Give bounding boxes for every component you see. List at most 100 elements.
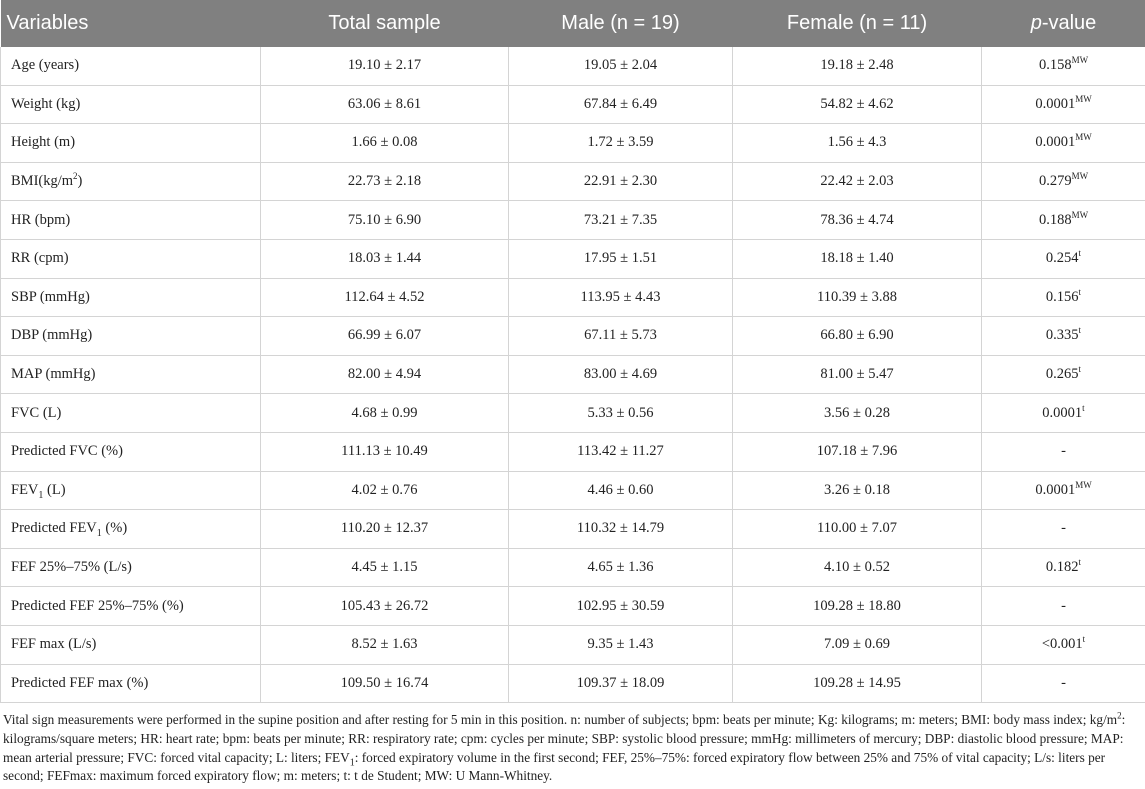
cell-total: 109.50 ± 16.74 bbox=[260, 664, 509, 704]
cell-male: 67.11 ± 5.73 bbox=[508, 316, 733, 356]
table-footnote: Vital sign measurements were performed i… bbox=[0, 703, 1145, 786]
cell-p-value: - bbox=[981, 509, 1145, 549]
row-label-text: FEF max (L/s) bbox=[11, 636, 97, 653]
header-p-value: p-value bbox=[981, 0, 1145, 47]
header-variables: Variables bbox=[0, 0, 261, 47]
table-row: Weight (kg) 63.06 ± 8.61 67.84 ± 6.49 54.82… bbox=[0, 85, 1145, 125]
table-row: Predicted FVC (%) 111.13 ± 10.49 113.42 ± … bbox=[0, 432, 1145, 472]
cell-male: 73.21 ± 7.35 bbox=[508, 200, 733, 240]
row-label-text: HR (bpm) bbox=[11, 211, 71, 228]
p-value-test-sup: MW bbox=[1075, 94, 1092, 105]
cell-male: 17.95 ± 1.51 bbox=[508, 239, 733, 279]
p-value-text: 0.188 bbox=[1038, 211, 1072, 228]
row-label: FVC (L) bbox=[0, 393, 261, 433]
cell-total: 4.68 ± 0.99 bbox=[260, 393, 509, 433]
cell-total: 75.10 ± 6.90 bbox=[260, 200, 509, 240]
p-value-test-sup: MW bbox=[1071, 209, 1089, 220]
cell-female: 4.10 ± 0.52 bbox=[732, 548, 982, 588]
p-value-test-sup: t bbox=[1078, 325, 1082, 336]
footnote-part1: Vital sign measurements were performed i… bbox=[3, 712, 1118, 728]
header-p-suffix: -value bbox=[1041, 12, 1097, 34]
cell-p-value: 0.156t bbox=[981, 278, 1145, 318]
table-row: Predicted FEV1 (%) 110.20 ± 12.37 110.32 ±… bbox=[0, 509, 1145, 549]
table-row: FEF 25%–75% (L/s) 4.45 ± 1.15 4.65 ± 1.36 4… bbox=[0, 548, 1145, 588]
cell-p-value: - bbox=[981, 664, 1145, 704]
cell-total: 110.20 ± 12.37 bbox=[260, 509, 509, 549]
row-label-text: MAP (mmHg) bbox=[11, 366, 96, 383]
row-label-end: (%) bbox=[101, 520, 128, 537]
table-row: Predicted FEF max (%) 109.50 ± 16.74 109.3… bbox=[0, 664, 1145, 704]
p-value-text: - bbox=[1061, 674, 1066, 691]
cell-male: 19.05 ± 2.04 bbox=[508, 47, 733, 86]
row-label-sub: 1 bbox=[38, 489, 44, 501]
p-value-text: 0.0001 bbox=[1035, 134, 1076, 151]
p-value-text: 0.0001 bbox=[1035, 481, 1076, 498]
row-label-text: Weight (kg) bbox=[11, 95, 81, 112]
row-label-text: RR (cpm) bbox=[11, 250, 69, 267]
table-row: FEF max (L/s) 8.52 ± 1.63 9.35 ± 1.43 7.09 … bbox=[0, 625, 1145, 665]
row-label: FEV1 (L) bbox=[0, 471, 261, 511]
p-value-test-sup: t bbox=[1078, 364, 1082, 375]
cell-p-value: 0.279MW bbox=[981, 162, 1145, 202]
p-value-text: 0.182 bbox=[1045, 559, 1079, 576]
table-row: HR (bpm) 75.10 ± 6.90 73.21 ± 7.35 78.36 ± … bbox=[0, 200, 1145, 240]
cell-female: 22.42 ± 2.03 bbox=[732, 162, 982, 202]
cell-female: 7.09 ± 0.69 bbox=[732, 625, 982, 665]
p-value-text: <0.001 bbox=[1041, 636, 1083, 653]
row-label: Predicted FEF 25%–75% (%) bbox=[0, 586, 261, 626]
p-value-test-sup: t bbox=[1078, 557, 1082, 568]
cell-total: 63.06 ± 8.61 bbox=[260, 85, 509, 125]
p-value-test-sup: t bbox=[1082, 402, 1085, 413]
cell-total: 82.00 ± 4.94 bbox=[260, 355, 509, 395]
cell-male: 110.32 ± 14.79 bbox=[508, 509, 733, 549]
cell-female: 109.28 ± 14.95 bbox=[732, 664, 982, 704]
row-label-text: Predicted FEF max (%) bbox=[11, 674, 149, 691]
cell-p-value: 0.0001MW bbox=[981, 123, 1145, 163]
row-label: SBP (mmHg) bbox=[0, 278, 261, 318]
cell-female: 54.82 ± 4.62 bbox=[732, 85, 982, 125]
header-male: Male (n = 19) bbox=[508, 0, 733, 47]
table-row: FEV1 (L) 4.02 ± 0.76 4.46 ± 0.60 3.26 ± 0.1… bbox=[0, 471, 1145, 511]
cell-p-value: 0.158MW bbox=[981, 47, 1145, 86]
row-label: FEF max (L/s) bbox=[0, 625, 261, 665]
table-row: DBP (mmHg) 66.99 ± 6.07 67.11 ± 5.73 66.80 … bbox=[0, 316, 1145, 356]
cell-total: 111.13 ± 10.49 bbox=[260, 432, 509, 472]
header-row: Variables Total sample Male (n = 19) Fem… bbox=[0, 0, 1145, 47]
cell-p-value: 0.182t bbox=[981, 548, 1145, 588]
cell-female: 78.36 ± 4.74 bbox=[732, 200, 982, 240]
table-row: RR (cpm) 18.03 ± 1.44 17.95 ± 1.51 18.18 ± … bbox=[0, 239, 1145, 279]
row-label-text: Age (years) bbox=[11, 57, 80, 74]
table-row: Predicted FEF 25%–75% (%) 105.43 ± 26.72 1… bbox=[0, 586, 1145, 626]
header-p-letter: p bbox=[1030, 12, 1042, 34]
row-label: DBP (mmHg) bbox=[0, 316, 261, 356]
row-label-text: Predicted FVC (%) bbox=[11, 443, 123, 460]
cell-p-value: 0.265t bbox=[981, 355, 1145, 395]
p-value-test-sup: t bbox=[1078, 287, 1082, 298]
data-table: Variables Total sample Male (n = 19) Fem… bbox=[0, 0, 1145, 704]
row-label: HR (bpm) bbox=[0, 200, 261, 240]
cell-total: 19.10 ± 2.17 bbox=[260, 47, 509, 86]
row-label: Age (years) bbox=[0, 47, 261, 86]
cell-total: 18.03 ± 1.44 bbox=[260, 239, 509, 279]
row-label: Predicted FVC (%) bbox=[0, 432, 261, 472]
table-row: Height (m) 1.66 ± 0.08 1.72 ± 3.59 1.56 ± 4… bbox=[0, 123, 1145, 163]
cell-female: 1.56 ± 4.3 bbox=[732, 123, 982, 163]
cell-total: 105.43 ± 26.72 bbox=[260, 586, 509, 626]
table-row: Age (years) 19.10 ± 2.17 19.05 ± 2.04 19.18… bbox=[0, 47, 1145, 86]
row-label-sup: 2 bbox=[73, 171, 78, 182]
row-label-end: (L) bbox=[43, 481, 66, 498]
row-label: Predicted FEV1 (%) bbox=[0, 509, 261, 549]
p-value-text: 0.335 bbox=[1045, 327, 1079, 344]
p-value-text: 0.0001 bbox=[1035, 95, 1076, 112]
cell-male: 102.95 ± 30.59 bbox=[508, 586, 733, 626]
cell-p-value: 0.0001MW bbox=[981, 471, 1145, 511]
cell-male: 9.35 ± 1.43 bbox=[508, 625, 733, 665]
header-female: Female (n = 11) bbox=[732, 0, 982, 47]
row-label: BMI(kg/m2) bbox=[0, 162, 261, 202]
cell-female: 3.56 ± 0.28 bbox=[732, 393, 982, 433]
row-label-end: ) bbox=[77, 173, 83, 190]
cell-female: 19.18 ± 2.48 bbox=[732, 47, 982, 86]
p-value-test-sup: t bbox=[1082, 634, 1086, 645]
cell-male: 113.42 ± 11.27 bbox=[508, 432, 733, 472]
cell-female: 110.39 ± 3.88 bbox=[732, 278, 982, 318]
